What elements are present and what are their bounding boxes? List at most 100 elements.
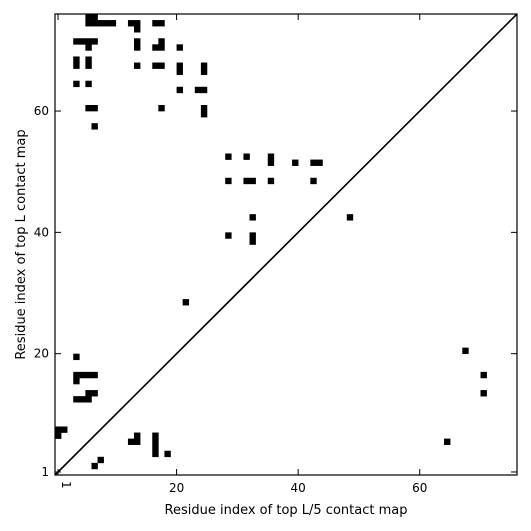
y-tick-label: 60: [34, 104, 49, 118]
contact-cell-upper: [225, 153, 232, 160]
contact-cell-lower: [73, 371, 80, 379]
contact-cell-upper: [158, 44, 165, 51]
axis-ticks: [55, 14, 517, 475]
contact-cell-lower: [73, 377, 80, 385]
x-tick-label: 1: [59, 481, 73, 489]
contact-cell-lower: [164, 450, 171, 458]
contact-cell-upper: [200, 111, 208, 118]
contact-cell-lower: [85, 390, 92, 397]
contact-cell-upper: [97, 20, 104, 27]
contact-cell-upper: [91, 123, 98, 130]
y-tick-label: 20: [34, 347, 49, 361]
contact-cell-upper: [134, 26, 141, 33]
contact-cell-upper: [134, 38, 141, 45]
contact-cell-lower: [152, 432, 159, 439]
contact-cell-upper: [73, 80, 80, 88]
contact-cell-lower: [85, 396, 92, 403]
contact-cell-lower: [444, 438, 451, 445]
contact-cell-lower: [79, 371, 86, 379]
contact-cell-lower: [152, 444, 159, 452]
contact-cell-upper: [225, 232, 232, 239]
contact-cell-lower: [73, 396, 80, 403]
contact-cell-lower: [55, 426, 62, 433]
contact-cell-upper: [91, 20, 98, 27]
contact-cell-upper: [158, 38, 165, 45]
contact-cell-upper: [85, 80, 92, 88]
plot-frame: [54, 13, 518, 476]
contact-cell-lower: [97, 456, 104, 464]
contact-cell-upper: [134, 20, 141, 27]
contact-cell-upper: [176, 86, 183, 94]
contact-cell-upper: [316, 159, 323, 166]
contact-cell-upper: [134, 62, 141, 69]
contact-cell-upper: [194, 86, 202, 94]
x-tick-label: 40: [291, 481, 306, 495]
contact-cell-upper: [249, 177, 256, 185]
x-axis-title: Residue index of top L/5 contact map: [165, 503, 408, 518]
contact-cell-upper: [158, 104, 165, 112]
contact-cell-upper: [200, 104, 208, 112]
contact-cell-lower: [152, 450, 159, 458]
contact-cells: [55, 14, 487, 470]
contact-cell-upper: [310, 159, 317, 166]
contact-cell-lower: [85, 371, 92, 379]
contact-cell-upper: [109, 20, 117, 27]
contact-cell-lower: [61, 426, 68, 433]
contact-cell-upper: [91, 38, 98, 45]
contact-cell-lower: [55, 432, 62, 439]
contact-cell-upper: [346, 214, 354, 221]
contact-cell-upper: [200, 68, 208, 75]
contact-cell-upper: [85, 104, 92, 112]
contact-cell-lower: [91, 371, 98, 379]
contact-cell-upper: [152, 62, 159, 69]
contact-cell-upper: [267, 159, 275, 166]
contact-cell-upper: [127, 20, 135, 27]
contact-cell-lower: [91, 462, 98, 470]
contact-cell-upper: [85, 56, 92, 63]
x-tick-label: 60: [412, 481, 427, 495]
contact-cell-lower: [152, 438, 159, 445]
contact-cell-upper: [73, 38, 80, 45]
contact-cell-upper: [200, 62, 208, 69]
y-tick-label: 40: [34, 225, 49, 239]
contact-cell-upper: [152, 20, 159, 27]
contact-cell-lower: [134, 438, 141, 445]
y-axis-title: Residue index of top L contact map: [14, 129, 29, 359]
contact-cell-upper: [85, 62, 92, 69]
contact-cell-upper: [200, 86, 208, 94]
x-tick-label: 20: [169, 481, 184, 495]
diagonal-line: [54, 13, 518, 476]
contact-cell-upper: [134, 44, 141, 51]
contact-cell-upper: [103, 20, 111, 27]
contact-cell-upper: [249, 238, 256, 245]
contact-cell-upper: [243, 177, 250, 185]
contact-cell-upper: [292, 159, 299, 166]
contact-cell-upper: [91, 14, 98, 21]
contact-cell-upper: [85, 20, 92, 27]
contact-cell-upper: [79, 38, 86, 45]
contact-cell-upper: [158, 62, 165, 69]
contact-cell-upper: [73, 62, 80, 69]
contact-cell-upper: [249, 214, 256, 221]
contact-cell-lower: [73, 353, 80, 361]
contact-cell-upper: [225, 177, 232, 185]
contact-cell-lower: [91, 390, 98, 397]
tick-labels: 1 20 40 60 1 20 40 60: [34, 104, 428, 495]
y-tick-label: 1: [41, 465, 49, 479]
contact-cell-upper: [249, 232, 256, 239]
contact-cell-upper: [176, 44, 183, 51]
contact-cell-lower: [127, 438, 135, 445]
contact-cell-upper: [176, 68, 183, 75]
contact-cell-lower: [462, 347, 469, 354]
contact-cell-upper: [152, 44, 159, 51]
contact-cell-upper: [85, 38, 92, 45]
contact-cell-lower: [480, 371, 487, 379]
contact-cell-upper: [73, 56, 80, 63]
contact-cell-lower: [480, 390, 487, 397]
contact-cell-upper: [158, 20, 165, 27]
contact-cell-upper: [85, 44, 92, 51]
contact-cell-upper: [182, 299, 190, 306]
contact-cell-upper: [85, 14, 92, 21]
contact-cell-upper: [176, 62, 183, 69]
